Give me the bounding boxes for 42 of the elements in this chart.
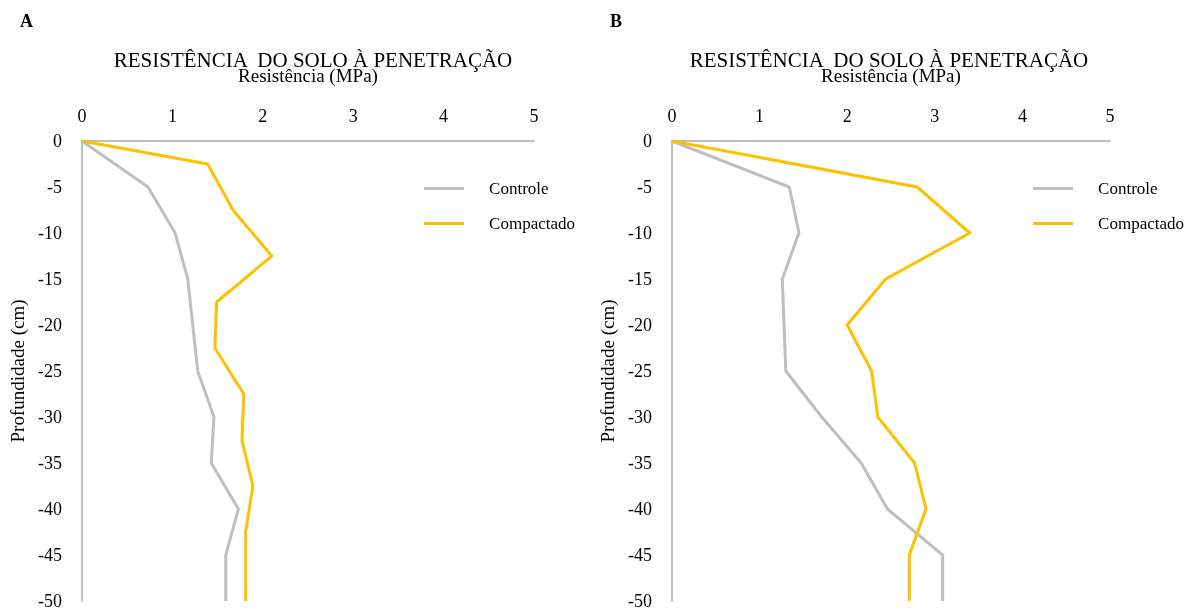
x-tick-label: 2 [258,106,268,126]
y-tick-label: -45 [38,545,62,565]
y-tick-label: -20 [38,315,62,335]
y-tick-label: -15 [627,269,652,289]
x-tick-label: 0 [667,106,677,126]
text: A [20,11,33,31]
x-tick-label: 0 [77,106,87,126]
text: B [610,11,623,31]
y-tick-label: -25 [627,361,652,381]
x-tick-label: 5 [529,106,539,126]
y-tick-label: -5 [636,177,652,197]
y-tick-label: -35 [38,453,62,473]
y-tick-label: -50 [627,591,652,611]
y-axis-title: Profundidade (cm) [7,299,30,443]
y-tick-label: -40 [627,499,652,519]
legend-label: Compactado [489,214,575,233]
legend-label: Controle [1098,179,1158,198]
y-axis-title: Profundidade (cm) [597,299,619,443]
y-tick-label: -40 [38,499,62,519]
y-tick-label: -25 [38,361,62,381]
y-tick-label: 0 [53,131,62,151]
y-tick-label: -35 [627,453,652,473]
legend-label: Compactado [1098,214,1184,233]
y-tick-label: 0 [642,131,652,151]
y-tick-label: -50 [38,591,62,611]
legend-label: Controle [489,179,549,198]
y-tick-label: -5 [47,177,62,197]
y-tick-label: -10 [627,223,652,243]
y-tick-label: -45 [627,545,652,565]
x-tick-label: 2 [842,106,852,126]
y-tick-label: -10 [38,223,62,243]
x-tick-label: 4 [1017,106,1027,126]
x-tick-label: 5 [1105,106,1115,126]
y-tick-label: -30 [38,407,62,427]
y-tick-label: -15 [38,269,62,289]
y-tick-label: -30 [627,407,652,427]
x-tick-label: 1 [755,106,765,126]
x-tick-label: 4 [439,106,449,126]
y-tick-label: -20 [627,315,652,335]
x-tick-label: 3 [348,106,358,126]
x-tick-label: 1 [167,106,177,126]
x-tick-label: 3 [930,106,940,126]
